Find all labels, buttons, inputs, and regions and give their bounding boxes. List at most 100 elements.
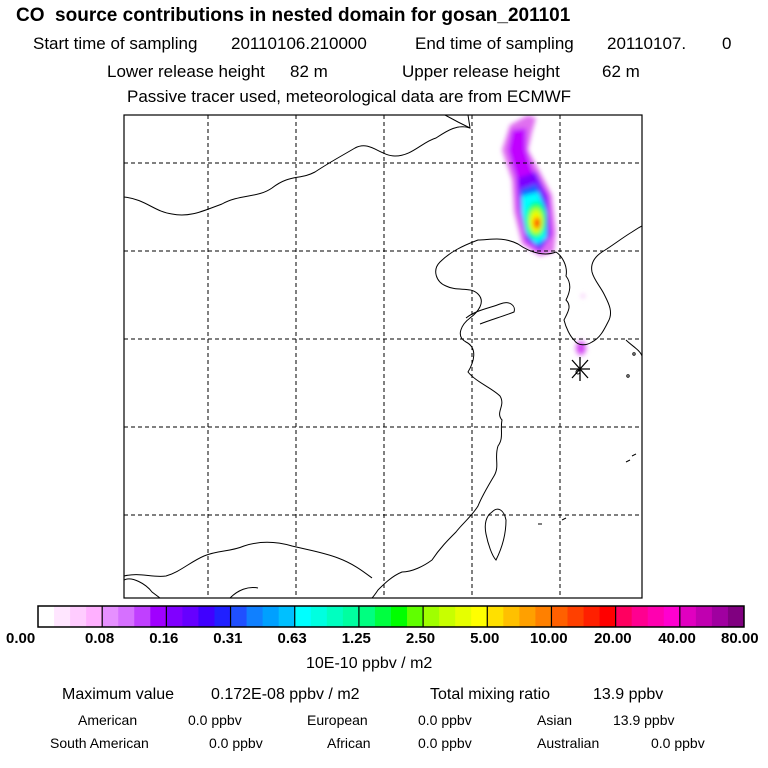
colorbar-cell	[342, 606, 360, 627]
colorbar-units: 10E-10 ppbv / m2	[306, 655, 433, 672]
upper-release-label: Upper release height	[402, 62, 560, 81]
colorbar-cells	[38, 606, 745, 627]
colorbar-tick-label: 1.25	[341, 630, 371, 647]
colorbar-cell	[246, 606, 264, 627]
colorbar-cell	[166, 606, 183, 627]
colorbar-cell	[567, 606, 584, 627]
colorbar-cell	[102, 606, 119, 627]
upper-release-value: 62 m	[602, 62, 640, 81]
colorbar-cell	[631, 606, 649, 627]
co-plume	[502, 115, 587, 356]
colorbar-cell	[711, 606, 729, 627]
colorbar-tick-label: 0.31	[213, 630, 243, 647]
colorbar-cell	[230, 606, 247, 627]
colorbar-cell	[391, 606, 408, 627]
colorbar-major-ticks	[101, 606, 681, 627]
colorbar-cell	[647, 606, 665, 627]
end-time-value: 20110107.	[607, 34, 687, 53]
lower-release-label: Lower release height	[107, 62, 265, 81]
max-value-label: Maximum value	[62, 686, 175, 703]
colorbar-cell	[294, 606, 312, 627]
start-time-label: Start time of sampling	[33, 34, 198, 53]
region-name-african: African	[327, 735, 371, 751]
colorbar-cell	[214, 606, 231, 627]
colorbar-cell	[423, 606, 440, 627]
plume-faint-dot	[581, 294, 585, 298]
colorbar-tick-label: 40.00	[658, 630, 696, 647]
border-russia-china	[444, 115, 471, 129]
region-name-south-american: South American	[50, 735, 149, 751]
colorbar-cell	[455, 606, 472, 627]
north-korea-coast	[601, 225, 642, 253]
colorbar-tick-label: 20.00	[594, 630, 632, 647]
colorbar-cell	[551, 606, 568, 627]
colorbar-cell	[679, 606, 697, 627]
lower-release-value: 82 m	[290, 62, 328, 81]
colorbar-cell	[70, 606, 87, 627]
coastlines	[124, 115, 642, 598]
colorbar-tick-label: 0.16	[149, 630, 179, 647]
colorbar-cell	[503, 606, 520, 627]
tracer-note: Passive tracer used, meteorological data…	[127, 87, 572, 106]
colorbar-cell	[471, 606, 488, 627]
japan-kyushu	[625, 339, 642, 357]
region-value-australian: 0.0 ppbv	[651, 735, 705, 751]
colorbar-cell	[695, 606, 713, 627]
islet-1	[626, 374, 630, 378]
colorbar-cell	[54, 606, 71, 627]
region-value-american: 0.0 ppbv	[188, 712, 242, 728]
colorbar-cell	[118, 606, 135, 627]
colorbar-cell	[198, 606, 215, 627]
start-time-value: 20110106.210000	[231, 34, 367, 53]
map-title: CO source contributions in nested domain…	[16, 5, 571, 26]
taiwan	[484, 508, 507, 561]
colorbar-cell	[535, 606, 552, 627]
colorbar-cell	[150, 606, 167, 627]
asterisk-icon	[570, 357, 590, 381]
colorbar-tick-label: 80.00	[721, 630, 759, 647]
total-mixing-ratio-value: 13.9 ppbv	[593, 686, 664, 703]
colorbar-cell	[407, 606, 424, 627]
korea-peninsula	[555, 251, 611, 346]
colorbar-cell	[487, 606, 504, 627]
colorbar-tick-label: 5.00	[470, 630, 500, 647]
source-contribution-map	[123, 114, 643, 599]
end-time-tail: 0	[722, 34, 732, 53]
region-value-asian: 13.9 ppbv	[613, 712, 675, 728]
max-value: 0.172E-08 ppbv / m2	[211, 686, 360, 703]
colorbar-cell	[599, 606, 617, 627]
china-inner-border-west	[124, 578, 161, 598]
south-border	[229, 587, 259, 598]
region-value-european: 0.0 ppbv	[418, 712, 472, 728]
total-mixing-ratio-label: Total mixing ratio	[430, 686, 551, 703]
region-name-asian: Asian	[537, 712, 573, 728]
coast-bohai-yellow-sea	[371, 238, 557, 598]
colorbar-cell	[182, 606, 199, 627]
colorbar-cell	[278, 606, 296, 627]
colorbar-cell	[583, 606, 600, 627]
colorbar-tick-label: 0.00	[6, 630, 36, 647]
colorbar-tick-label: 0.63	[277, 630, 307, 647]
colorbar-cell	[374, 606, 392, 627]
lat-lon-grid	[124, 115, 642, 598]
plume-red	[535, 219, 539, 227]
south-china-coast	[124, 541, 373, 579]
ryukyu-islets	[538, 453, 637, 525]
colorbar-frame	[37, 605, 745, 628]
colorbar-cell	[663, 606, 681, 627]
region-value-african: 0.0 ppbv	[418, 735, 472, 751]
islet-2	[632, 352, 636, 356]
colorbar-cell	[519, 606, 536, 627]
region-name-australian: Australian	[537, 735, 600, 751]
colorbar-cell	[439, 606, 456, 627]
colorbar-cell	[310, 606, 328, 627]
colorbar-tick-label: 0.08	[85, 630, 115, 647]
colorbar-cell	[615, 606, 633, 627]
region-name-european: European	[307, 712, 368, 728]
colorbar-cell	[326, 606, 344, 627]
region-name-american: American	[78, 712, 138, 728]
colorbar-tick-label: 2.50	[405, 630, 436, 647]
region-value-south-american: 0.0 ppbv	[209, 735, 263, 751]
end-time-label: End time of sampling	[415, 34, 574, 53]
